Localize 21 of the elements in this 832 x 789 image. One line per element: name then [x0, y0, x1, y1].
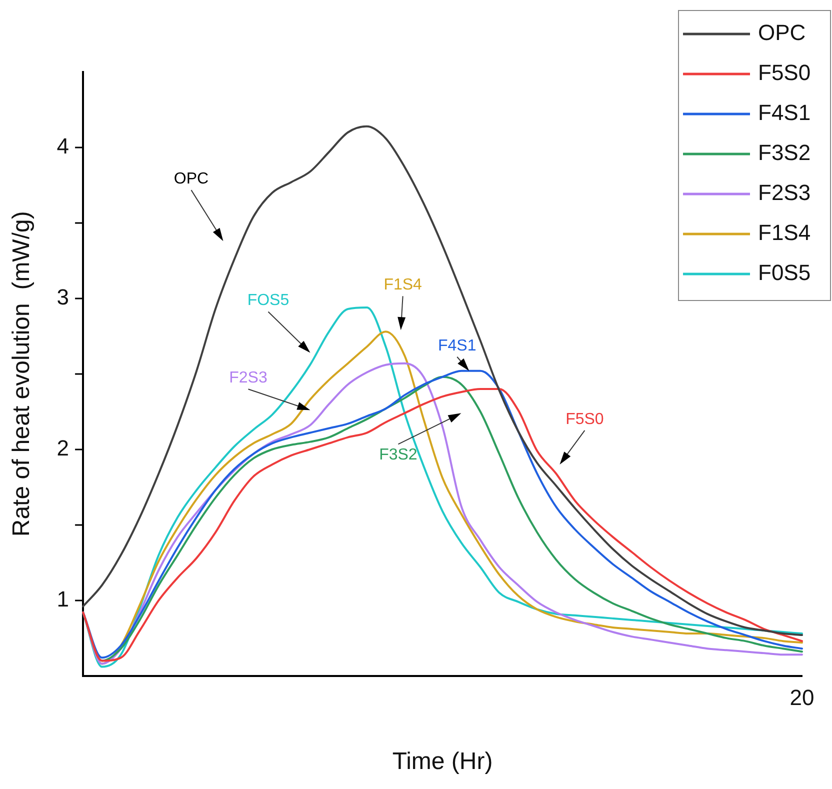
legend-label: F1S4 [758, 220, 811, 246]
legend-label: F0S5 [758, 260, 811, 286]
x-axis-title: Time (Hr) [392, 748, 493, 776]
legend-label: OPC [758, 20, 806, 46]
legend-label: F2S3 [758, 180, 811, 206]
legend-label: F4S1 [758, 100, 811, 126]
annotation: F5S0 [566, 410, 604, 428]
annotation: OPC [174, 170, 209, 188]
annotation: F4S1 [438, 337, 476, 354]
y-tick-label: 1 [56, 586, 70, 612]
legend-label: F5S0 [758, 60, 811, 86]
legend-label: F3S2 [758, 140, 811, 166]
y-tick-label: 4 [56, 134, 70, 159]
text: 20 [790, 684, 814, 710]
y-tick-label: 3 [56, 284, 70, 310]
y-axis-title: Rate of heat evolution (mW/g) [8, 211, 36, 537]
annotation: FOS5 [247, 292, 290, 310]
annotation: F3S2 [379, 446, 418, 464]
y-tick-label: 2 [56, 435, 70, 460]
annotation: F2S3 [229, 370, 268, 387]
annotation: F1S4 [384, 276, 422, 294]
